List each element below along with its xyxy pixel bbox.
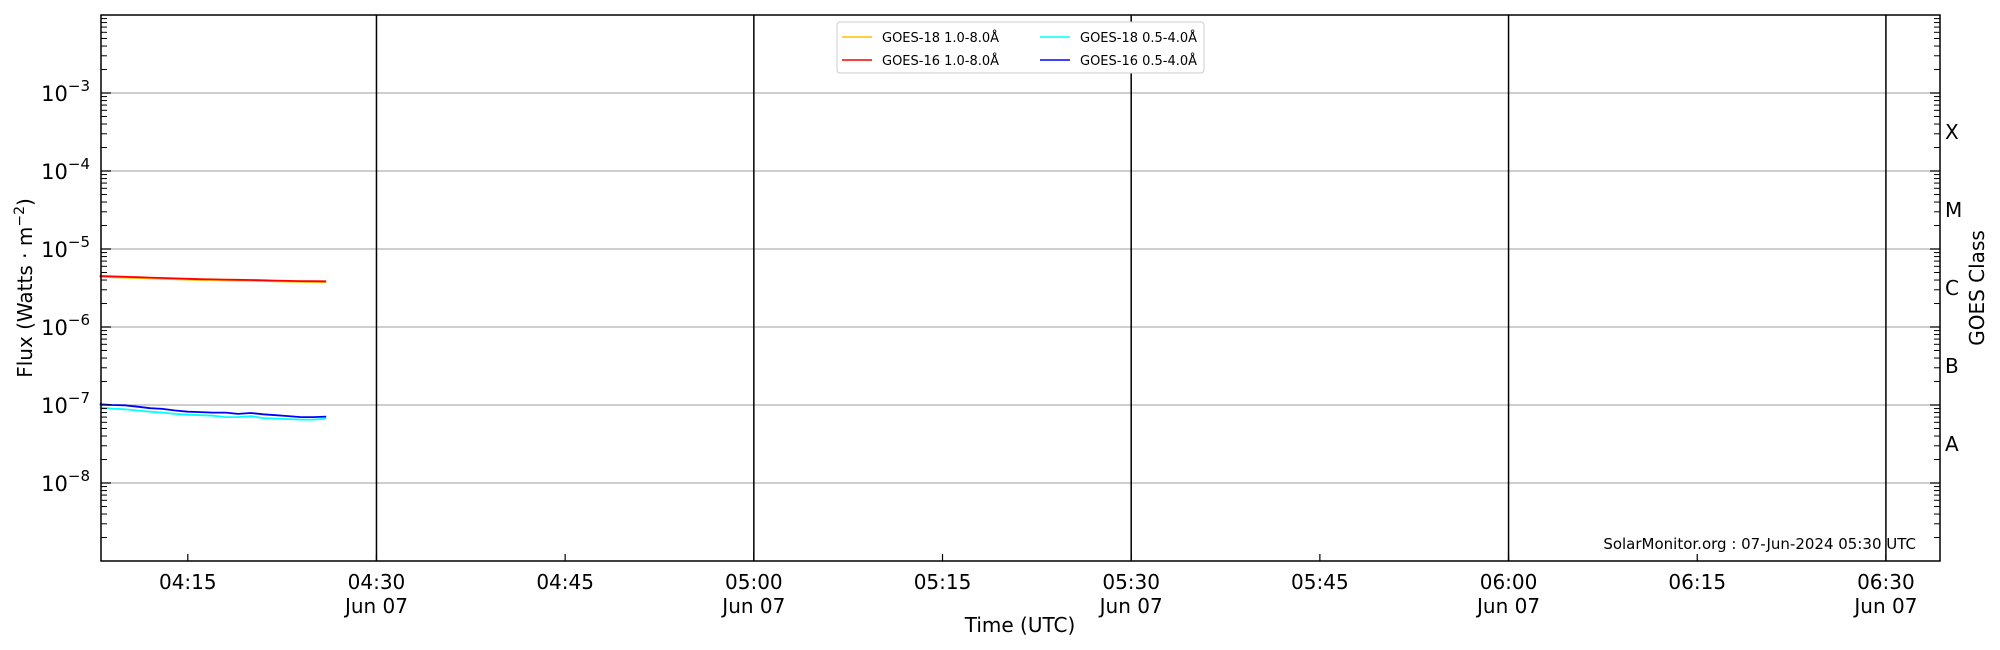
y-tick-label: 10−6 xyxy=(41,311,90,340)
goes-class-labels: X M C B A xyxy=(1945,120,1962,456)
x-tick-date-label: Jun 07 xyxy=(343,594,408,618)
legend-entry: GOES-18 1.0-8.0Å xyxy=(882,30,999,46)
x-tick-date-label: Jun 07 xyxy=(1098,594,1163,618)
goes-class-label: X xyxy=(1945,120,1959,144)
y-tick-label: 10−4 xyxy=(41,155,90,184)
x-tick-label: 05:15 xyxy=(914,570,972,594)
legend-box xyxy=(836,21,1205,74)
x-tick-label: 04:30 xyxy=(348,570,406,594)
right-axis-label: GOES Class xyxy=(1965,230,1989,346)
watermark-annotation: SolarMonitor.org : 07-Jun-2024 05:30 UTC xyxy=(1603,535,1916,553)
y-tick-label: 10−7 xyxy=(41,389,90,418)
goes-class-label: C xyxy=(1945,276,1959,300)
x-tick-label: 06:15 xyxy=(1668,570,1726,594)
y-tick-labels: 10−3 10−4 10−5 10−6 10−7 10−8 xyxy=(41,77,90,496)
y-axis-label: Flux (Watts · m−2) xyxy=(12,198,37,378)
legend-entry: GOES-16 1.0-8.0Å xyxy=(882,53,999,69)
x-axis-label: Time (UTC) xyxy=(964,613,1076,637)
legend: GOES-18 1.0-8.0Å GOES-16 1.0-8.0Å GOES-18 … xyxy=(836,21,1205,74)
x-tick-label: 05:30 xyxy=(1102,570,1160,594)
x-tick-label: 06:30 xyxy=(1857,570,1915,594)
x-tick-date-label: Jun 07 xyxy=(1475,594,1540,618)
x-tick-label: 04:15 xyxy=(159,570,217,594)
y-tick-label: 10−3 xyxy=(41,77,90,106)
x-tick-label: 05:45 xyxy=(1291,570,1349,594)
legend-entry: GOES-16 0.5-4.0Å xyxy=(1080,53,1197,69)
series-lines xyxy=(99,275,327,421)
goes-class-label: A xyxy=(1945,432,1959,456)
series-line xyxy=(99,406,327,421)
y-tick-label: 10−8 xyxy=(41,467,90,496)
plot-frame xyxy=(100,14,1941,562)
goes-class-label: M xyxy=(1945,198,1962,222)
y-tick-label: 10−5 xyxy=(41,233,90,262)
series-line xyxy=(99,275,327,283)
series-line xyxy=(99,403,327,419)
legend-entry: GOES-18 0.5-4.0Å xyxy=(1080,30,1197,46)
x-tick-date-label: Jun 07 xyxy=(1852,594,1917,618)
axis-ticks xyxy=(101,18,1940,561)
x-tick-date-label: Jun 07 xyxy=(720,594,785,618)
day-vertical-lines xyxy=(375,15,1887,561)
x-tick-label: 04:45 xyxy=(536,570,594,594)
goes-class-label: B xyxy=(1945,354,1959,378)
grid xyxy=(101,92,1940,484)
x-tick-label: 06:00 xyxy=(1480,570,1538,594)
x-tick-label: 05:00 xyxy=(725,570,783,594)
